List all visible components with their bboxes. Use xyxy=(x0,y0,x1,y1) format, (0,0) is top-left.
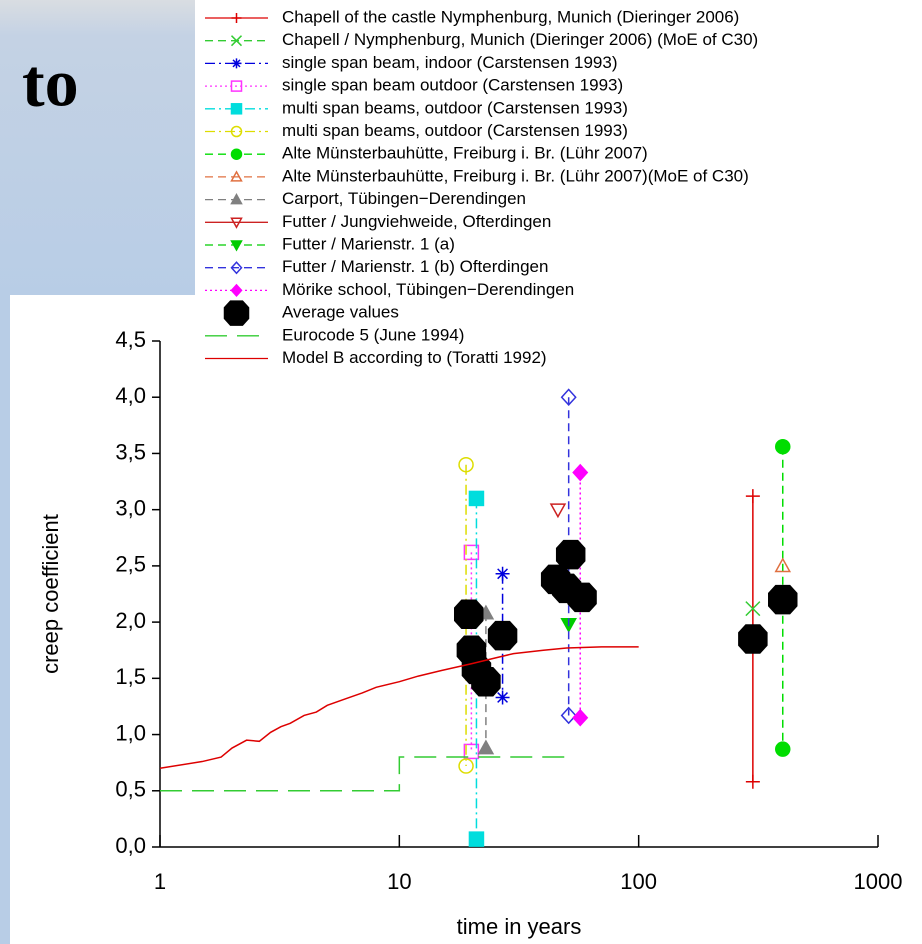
legend-label: multi span beams, outdoor (Carstensen 19… xyxy=(282,121,628,140)
x-tick-label: 100 xyxy=(620,869,657,894)
legend-label: Model B according to (Toratti 1992) xyxy=(282,348,547,367)
marker xyxy=(560,388,577,407)
marker xyxy=(458,758,474,774)
marker xyxy=(471,666,501,697)
marker xyxy=(463,544,480,561)
marker xyxy=(453,599,484,629)
marker xyxy=(230,125,243,138)
marker xyxy=(745,601,761,617)
marker xyxy=(775,741,791,757)
y-tick-label: 2,5 xyxy=(115,552,146,577)
y-tick-label: 1,0 xyxy=(115,720,146,745)
legend-label: Alte Münsterbauhütte, Freiburg i. Br. (L… xyxy=(282,166,749,185)
y-axis-label: creep coefficient xyxy=(38,514,63,674)
y-tick-label: 3,0 xyxy=(115,495,146,520)
marker xyxy=(738,624,768,654)
y-tick-label: 0,0 xyxy=(115,833,146,858)
legend-label: multi span beams, outdoor (Carstensen 19… xyxy=(282,98,628,117)
series-line xyxy=(159,646,639,770)
marker xyxy=(230,80,243,92)
marker xyxy=(463,743,480,760)
legend-label: Average values xyxy=(282,303,399,322)
legend-label: Mörike school, Tübingen−Derendingen xyxy=(282,280,574,299)
marker xyxy=(555,539,586,570)
marker xyxy=(231,58,242,69)
marker xyxy=(495,566,510,581)
marker xyxy=(231,13,242,23)
marker xyxy=(230,148,243,160)
legend-label: Futter / Marienstr. 1 (b) Ofterdingen xyxy=(282,257,548,276)
legend-panel xyxy=(195,0,922,300)
marker xyxy=(230,193,243,205)
marker xyxy=(745,489,760,504)
marker xyxy=(768,584,798,615)
marker xyxy=(230,283,243,298)
y-tick-label: 3,5 xyxy=(115,439,146,464)
legend-label: Carport, Tübingen−Derendingen xyxy=(282,189,526,208)
y-tick-label: 1,5 xyxy=(115,664,146,689)
y-tick-label: 4,5 xyxy=(115,327,146,352)
marker xyxy=(495,690,510,705)
marker xyxy=(230,170,243,182)
marker xyxy=(572,708,589,727)
legend-label: Alte Münsterbauhütte, Freiburg i. Br. (L… xyxy=(282,144,648,163)
marker xyxy=(775,438,791,455)
legend-label: Futter / Marienstr. 1 (a) xyxy=(282,234,455,253)
x-tick-label: 10 xyxy=(387,869,411,894)
marker xyxy=(745,774,760,789)
marker xyxy=(774,557,792,573)
marker xyxy=(477,739,495,755)
marker xyxy=(230,261,243,275)
marker xyxy=(567,582,597,613)
marker xyxy=(549,503,567,519)
legend-label: Futter / Jungviehweide, Ofterdingen xyxy=(282,212,551,231)
marker xyxy=(468,490,485,507)
marker xyxy=(230,240,243,252)
x-axis-label: time in years xyxy=(457,914,582,939)
series-line xyxy=(160,756,567,792)
marker xyxy=(572,463,589,482)
legend-label: Chapell of the castle Nymphenburg, Munic… xyxy=(282,7,739,26)
legend-label: Eurocode 5 (June 1994) xyxy=(282,325,464,344)
x-tick-label: 1000 xyxy=(854,869,903,894)
y-tick-label: 0,5 xyxy=(115,777,146,802)
marker xyxy=(487,620,518,651)
marker xyxy=(458,456,474,473)
legend-label: single span beam outdoor (Carstensen 199… xyxy=(282,76,623,95)
marker xyxy=(468,831,485,847)
y-tick-label: 4,0 xyxy=(115,383,146,408)
marker xyxy=(223,300,250,326)
slide-heading: to xyxy=(22,45,79,121)
marker xyxy=(560,706,577,725)
marker xyxy=(230,217,243,229)
marker xyxy=(230,103,243,115)
legend-label: single span beam, indoor (Carstensen 199… xyxy=(282,53,617,72)
marker xyxy=(230,35,243,47)
legend-label: Chapell / Nymphenburg, Munich (Dieringer… xyxy=(282,30,758,49)
x-tick-label: 1 xyxy=(154,869,166,894)
y-tick-label: 2,0 xyxy=(115,608,146,633)
